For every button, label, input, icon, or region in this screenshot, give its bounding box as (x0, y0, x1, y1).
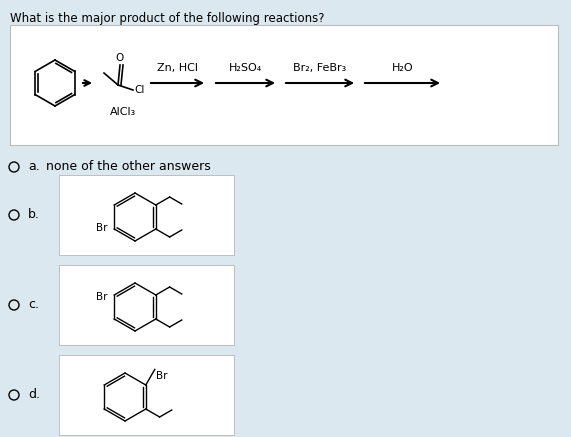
Text: AlCl₃: AlCl₃ (110, 107, 136, 117)
Text: Br: Br (96, 292, 108, 302)
Text: none of the other answers: none of the other answers (46, 160, 211, 173)
Text: c.: c. (28, 298, 39, 312)
Text: O: O (115, 53, 123, 63)
Text: Cl: Cl (134, 85, 144, 95)
FancyBboxPatch shape (59, 355, 234, 435)
FancyBboxPatch shape (10, 25, 558, 145)
Text: d.: d. (28, 388, 40, 402)
FancyBboxPatch shape (59, 175, 234, 255)
Text: H₂O: H₂O (392, 63, 413, 73)
FancyBboxPatch shape (59, 265, 234, 345)
Text: Zn, HCl: Zn, HCl (157, 63, 198, 73)
Text: What is the major product of the following reactions?: What is the major product of the followi… (10, 12, 324, 25)
Text: Br₂, FeBr₃: Br₂, FeBr₃ (293, 63, 347, 73)
Text: Br: Br (156, 371, 167, 382)
Text: Br: Br (96, 223, 108, 233)
Text: a.: a. (28, 160, 40, 173)
Text: b.: b. (28, 208, 40, 222)
Text: H₂SO₄: H₂SO₄ (229, 63, 262, 73)
